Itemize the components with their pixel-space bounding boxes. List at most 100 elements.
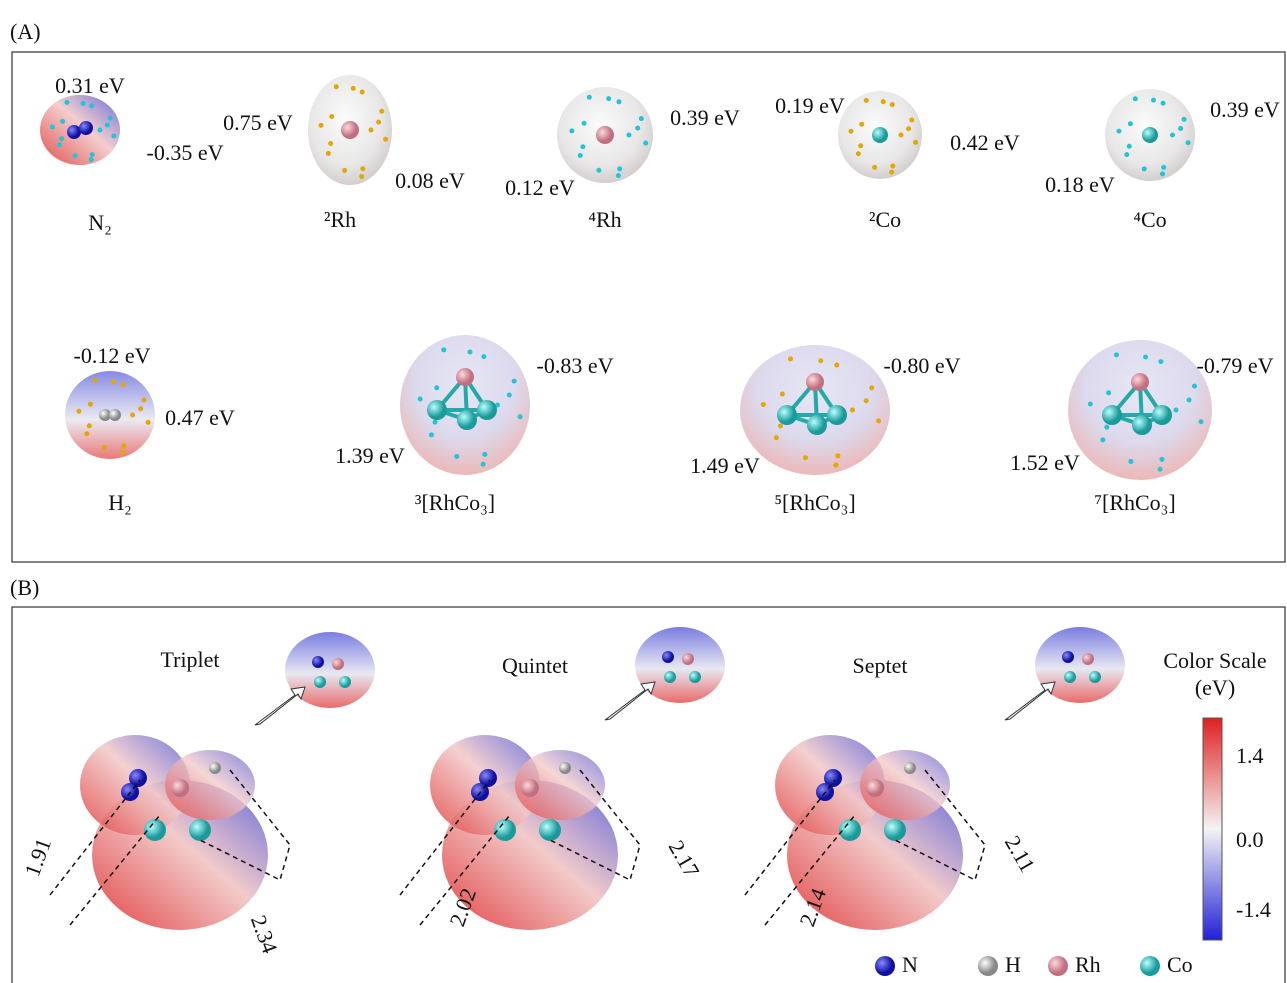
surface-point bbox=[1187, 397, 1192, 402]
surface-point bbox=[606, 96, 611, 101]
species-label: N₂ bbox=[88, 210, 112, 235]
surface-point bbox=[1143, 354, 1148, 359]
surface-point bbox=[433, 420, 438, 425]
atom bbox=[807, 415, 827, 435]
surface-point bbox=[142, 398, 147, 403]
surface-point bbox=[1182, 117, 1187, 122]
surface-point bbox=[889, 170, 894, 175]
surface-point bbox=[111, 133, 116, 138]
surface-point bbox=[342, 168, 347, 173]
surface-point bbox=[1158, 467, 1163, 472]
surface-point bbox=[434, 385, 439, 390]
surface-point bbox=[835, 453, 840, 458]
surface-point bbox=[130, 413, 135, 418]
surface-point bbox=[587, 95, 592, 100]
surface-point bbox=[849, 129, 854, 134]
surface-point bbox=[1116, 129, 1121, 134]
panel-label: (B) bbox=[10, 575, 39, 600]
surface-point bbox=[76, 409, 81, 414]
energy-label: 0.18 eV bbox=[1045, 172, 1115, 197]
surface-point bbox=[858, 143, 863, 148]
surface-point bbox=[1100, 437, 1105, 442]
atom bbox=[427, 400, 447, 420]
surface-point bbox=[138, 406, 143, 411]
surface-point bbox=[913, 140, 918, 145]
surface-point bbox=[121, 382, 126, 387]
surface-point bbox=[1114, 352, 1119, 357]
atom bbox=[1131, 373, 1149, 391]
surface-point bbox=[639, 116, 644, 121]
legend-label: N bbox=[902, 952, 918, 977]
surface-point bbox=[1186, 140, 1191, 145]
atom bbox=[872, 127, 888, 143]
surface-point bbox=[890, 102, 895, 107]
species-label: ⁴Rh bbox=[588, 207, 621, 232]
surface-point bbox=[90, 152, 95, 157]
surface-point bbox=[98, 128, 103, 133]
atom bbox=[1048, 956, 1068, 976]
surface-point bbox=[481, 462, 486, 467]
surface-point bbox=[580, 144, 585, 149]
atom bbox=[904, 762, 916, 774]
surface-point bbox=[351, 86, 356, 91]
surface-point bbox=[627, 133, 632, 138]
surface-point bbox=[1174, 408, 1179, 413]
surface-point bbox=[761, 402, 766, 407]
surface-point bbox=[569, 128, 574, 133]
species-label: ²Co bbox=[869, 207, 901, 232]
atom bbox=[67, 125, 81, 139]
surface-point bbox=[329, 114, 334, 119]
atom bbox=[189, 819, 211, 841]
atom bbox=[171, 779, 189, 797]
atom bbox=[332, 658, 344, 670]
surface-point bbox=[72, 153, 77, 158]
surface-point bbox=[429, 432, 434, 437]
atom bbox=[314, 676, 326, 688]
spin-state-label: Quintet bbox=[502, 653, 568, 678]
species-label: H₂ bbox=[108, 490, 132, 515]
panel-label: (A) bbox=[10, 19, 41, 44]
surface-point bbox=[319, 123, 324, 128]
energy-label: -0.12 eV bbox=[74, 343, 151, 368]
color-scale-title: Color Scale bbox=[1163, 648, 1266, 673]
surface-point bbox=[50, 125, 55, 130]
energy-label: -0.79 eV bbox=[1197, 353, 1274, 378]
atom bbox=[477, 400, 497, 420]
surface-point bbox=[1124, 152, 1129, 157]
atom bbox=[866, 779, 884, 797]
atom bbox=[339, 676, 351, 688]
surface-point bbox=[899, 133, 904, 138]
atom bbox=[341, 121, 359, 139]
surface-point bbox=[803, 455, 808, 460]
color-scale-tick: 1.4 bbox=[1236, 743, 1264, 768]
surface-point bbox=[88, 402, 93, 407]
inset-surface bbox=[285, 632, 375, 708]
energy-label: 0.31 eV bbox=[55, 73, 125, 98]
surface-point bbox=[788, 356, 793, 361]
surface-point bbox=[89, 103, 94, 108]
surface-point bbox=[774, 435, 779, 440]
atom bbox=[144, 819, 166, 841]
surface-point bbox=[334, 84, 339, 89]
energy-label: 0.75 eV bbox=[223, 110, 293, 135]
legend-label: Rh bbox=[1075, 952, 1101, 977]
surface-point bbox=[890, 164, 895, 169]
surface-point bbox=[1161, 101, 1166, 106]
surface-point bbox=[383, 137, 388, 142]
surface-point bbox=[1127, 144, 1132, 149]
atom bbox=[456, 368, 474, 386]
surface-point bbox=[468, 349, 473, 354]
surface-point bbox=[59, 136, 64, 141]
energy-label: -0.80 eV bbox=[884, 353, 961, 378]
energy-label: -0.83 eV bbox=[537, 353, 614, 378]
surface-point bbox=[418, 397, 423, 402]
surface-point bbox=[834, 363, 839, 368]
surface-point bbox=[778, 423, 783, 428]
species-label: ⁵[RhCo₃] bbox=[774, 490, 855, 515]
surface-point bbox=[369, 128, 374, 133]
color-scale-bar bbox=[1203, 718, 1222, 940]
energy-label: 0.39 eV bbox=[1210, 97, 1280, 122]
species-label: ³[RhCo₃] bbox=[415, 490, 495, 515]
surface-point bbox=[864, 398, 869, 403]
inset-surface bbox=[635, 627, 725, 703]
